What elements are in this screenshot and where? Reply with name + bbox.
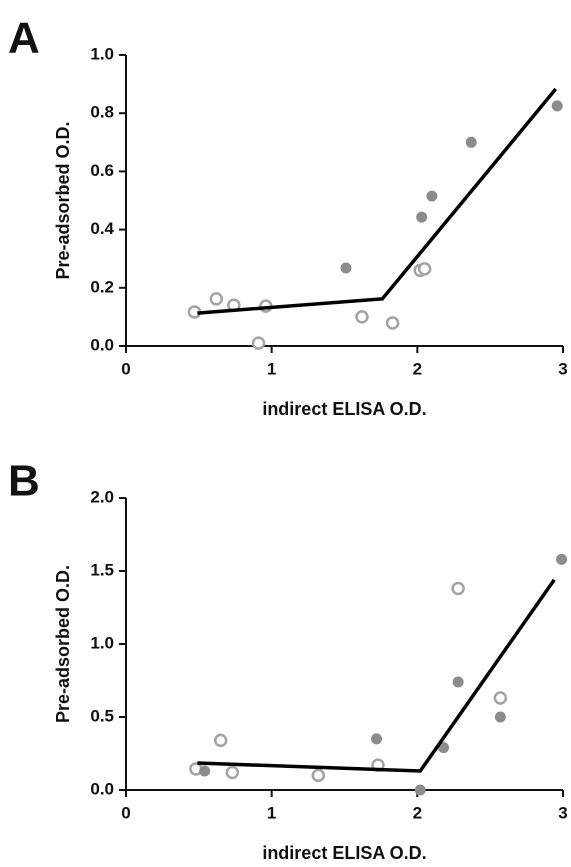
y-tick-label: 0.5 bbox=[90, 706, 114, 725]
y-tick-label: 0.6 bbox=[90, 161, 114, 180]
filled-point bbox=[452, 676, 464, 688]
y-axis-label: Pre-adsorbed O.D. bbox=[53, 565, 73, 723]
x-tick-label: 3 bbox=[558, 803, 567, 822]
y-tick-label: 0.0 bbox=[90, 335, 114, 354]
open-point bbox=[225, 765, 240, 780]
open-point bbox=[385, 316, 400, 330]
x-tick-label: 0 bbox=[121, 359, 130, 378]
y-tick-label: 0.8 bbox=[90, 103, 114, 122]
y-tick-label: 0.0 bbox=[90, 779, 114, 798]
open-point bbox=[311, 768, 326, 783]
y-axis-label: Pre-adsorbed O.D. bbox=[53, 121, 73, 279]
filled-point bbox=[416, 211, 428, 223]
open-point bbox=[417, 262, 432, 276]
filled-point bbox=[371, 733, 383, 745]
panel-label: A bbox=[8, 14, 40, 63]
filled-point bbox=[551, 100, 563, 112]
y-tick-label: 1.0 bbox=[90, 633, 114, 652]
open-point bbox=[209, 292, 224, 306]
filled-point bbox=[556, 553, 568, 565]
filled-point bbox=[340, 262, 352, 274]
x-tick-label: 1 bbox=[267, 803, 276, 822]
y-tick-label: 1.0 bbox=[90, 44, 114, 63]
open-point bbox=[493, 691, 508, 705]
filled-point bbox=[494, 711, 506, 723]
fit-line bbox=[197, 578, 556, 773]
filled-point bbox=[414, 784, 426, 796]
y-tick-label: 0.4 bbox=[90, 219, 114, 238]
x-tick-label: 2 bbox=[413, 803, 422, 822]
x-tick-label: 3 bbox=[558, 359, 567, 378]
x-axis-label: indirect ELISA O.D. bbox=[262, 399, 426, 419]
x-tick-label: 2 bbox=[413, 359, 422, 378]
y-tick-label: 0.2 bbox=[90, 277, 114, 296]
panel-label: B bbox=[8, 457, 40, 506]
filled-point bbox=[199, 765, 211, 777]
x-axis-label: indirect ELISA O.D. bbox=[262, 843, 426, 863]
open-point bbox=[451, 581, 465, 596]
fit-line bbox=[197, 87, 558, 315]
open-point bbox=[213, 733, 228, 748]
filled-point bbox=[465, 136, 477, 148]
filled-point bbox=[438, 742, 450, 754]
open-point bbox=[251, 336, 266, 350]
filled-point bbox=[426, 190, 438, 202]
y-tick-label: 2.0 bbox=[90, 487, 114, 506]
y-tick-label: 1.5 bbox=[90, 560, 114, 579]
x-tick-label: 1 bbox=[267, 359, 276, 378]
x-tick-label: 0 bbox=[121, 803, 130, 822]
open-point bbox=[355, 310, 369, 324]
